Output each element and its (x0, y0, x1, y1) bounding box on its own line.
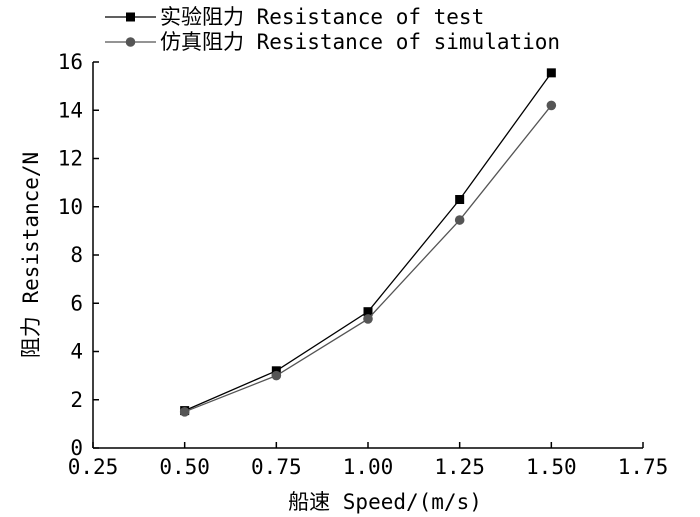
x-tick-label: 1.50 (526, 455, 577, 479)
series-layer (179, 68, 557, 417)
x-tick-label: 0.25 (68, 455, 119, 479)
y-tick-label: 6 (70, 291, 83, 315)
axes: 0 2 4 6 8 10 12 14 16 0.25 0.50 0.75 1.00 1.25 1.50 1.7… (58, 50, 669, 479)
y-tick-label: 4 (70, 340, 83, 364)
legend-marker-square (126, 12, 135, 22)
y-axis-title: 阻力 Resistance/N (19, 152, 43, 358)
data-point-test (271, 366, 281, 376)
data-point-test (546, 68, 556, 78)
data-point-simulation (179, 407, 190, 417)
x-tick-label: 0.75 (251, 455, 302, 479)
data-point-simulation (454, 215, 465, 225)
y-tick-label: 2 (70, 388, 83, 412)
data-point-simulation (546, 100, 557, 111)
data-point-simulation (363, 314, 373, 324)
x-axis-title: 船速 Speed/(m/s) (288, 490, 482, 514)
legend-label-0: 实验阻力 Resistance of test (160, 5, 484, 29)
y-tick-label: 16 (58, 50, 83, 74)
x-tick-label: 1.75 (618, 455, 669, 479)
series-line-0 (184, 72, 552, 412)
legend-label-1: 仿真阻力 Resistance of simulation (160, 30, 560, 54)
x-tick-label: 0.50 (159, 455, 210, 479)
y-tick-label: 8 (70, 243, 83, 267)
legend-marker-circle (125, 37, 136, 47)
data-point-test (455, 195, 465, 205)
x-tick-label: 1.00 (343, 455, 394, 479)
y-tick-label: 10 (58, 195, 83, 219)
data-point-simulation (271, 370, 282, 381)
data-point-test (363, 307, 373, 317)
y-tick-label: 12 (58, 147, 83, 171)
series-line-1 (184, 105, 552, 413)
y-tick-label: 14 (58, 98, 83, 122)
x-tick-label: 1.25 (434, 455, 485, 479)
y-tick-label: 0 (70, 436, 83, 460)
